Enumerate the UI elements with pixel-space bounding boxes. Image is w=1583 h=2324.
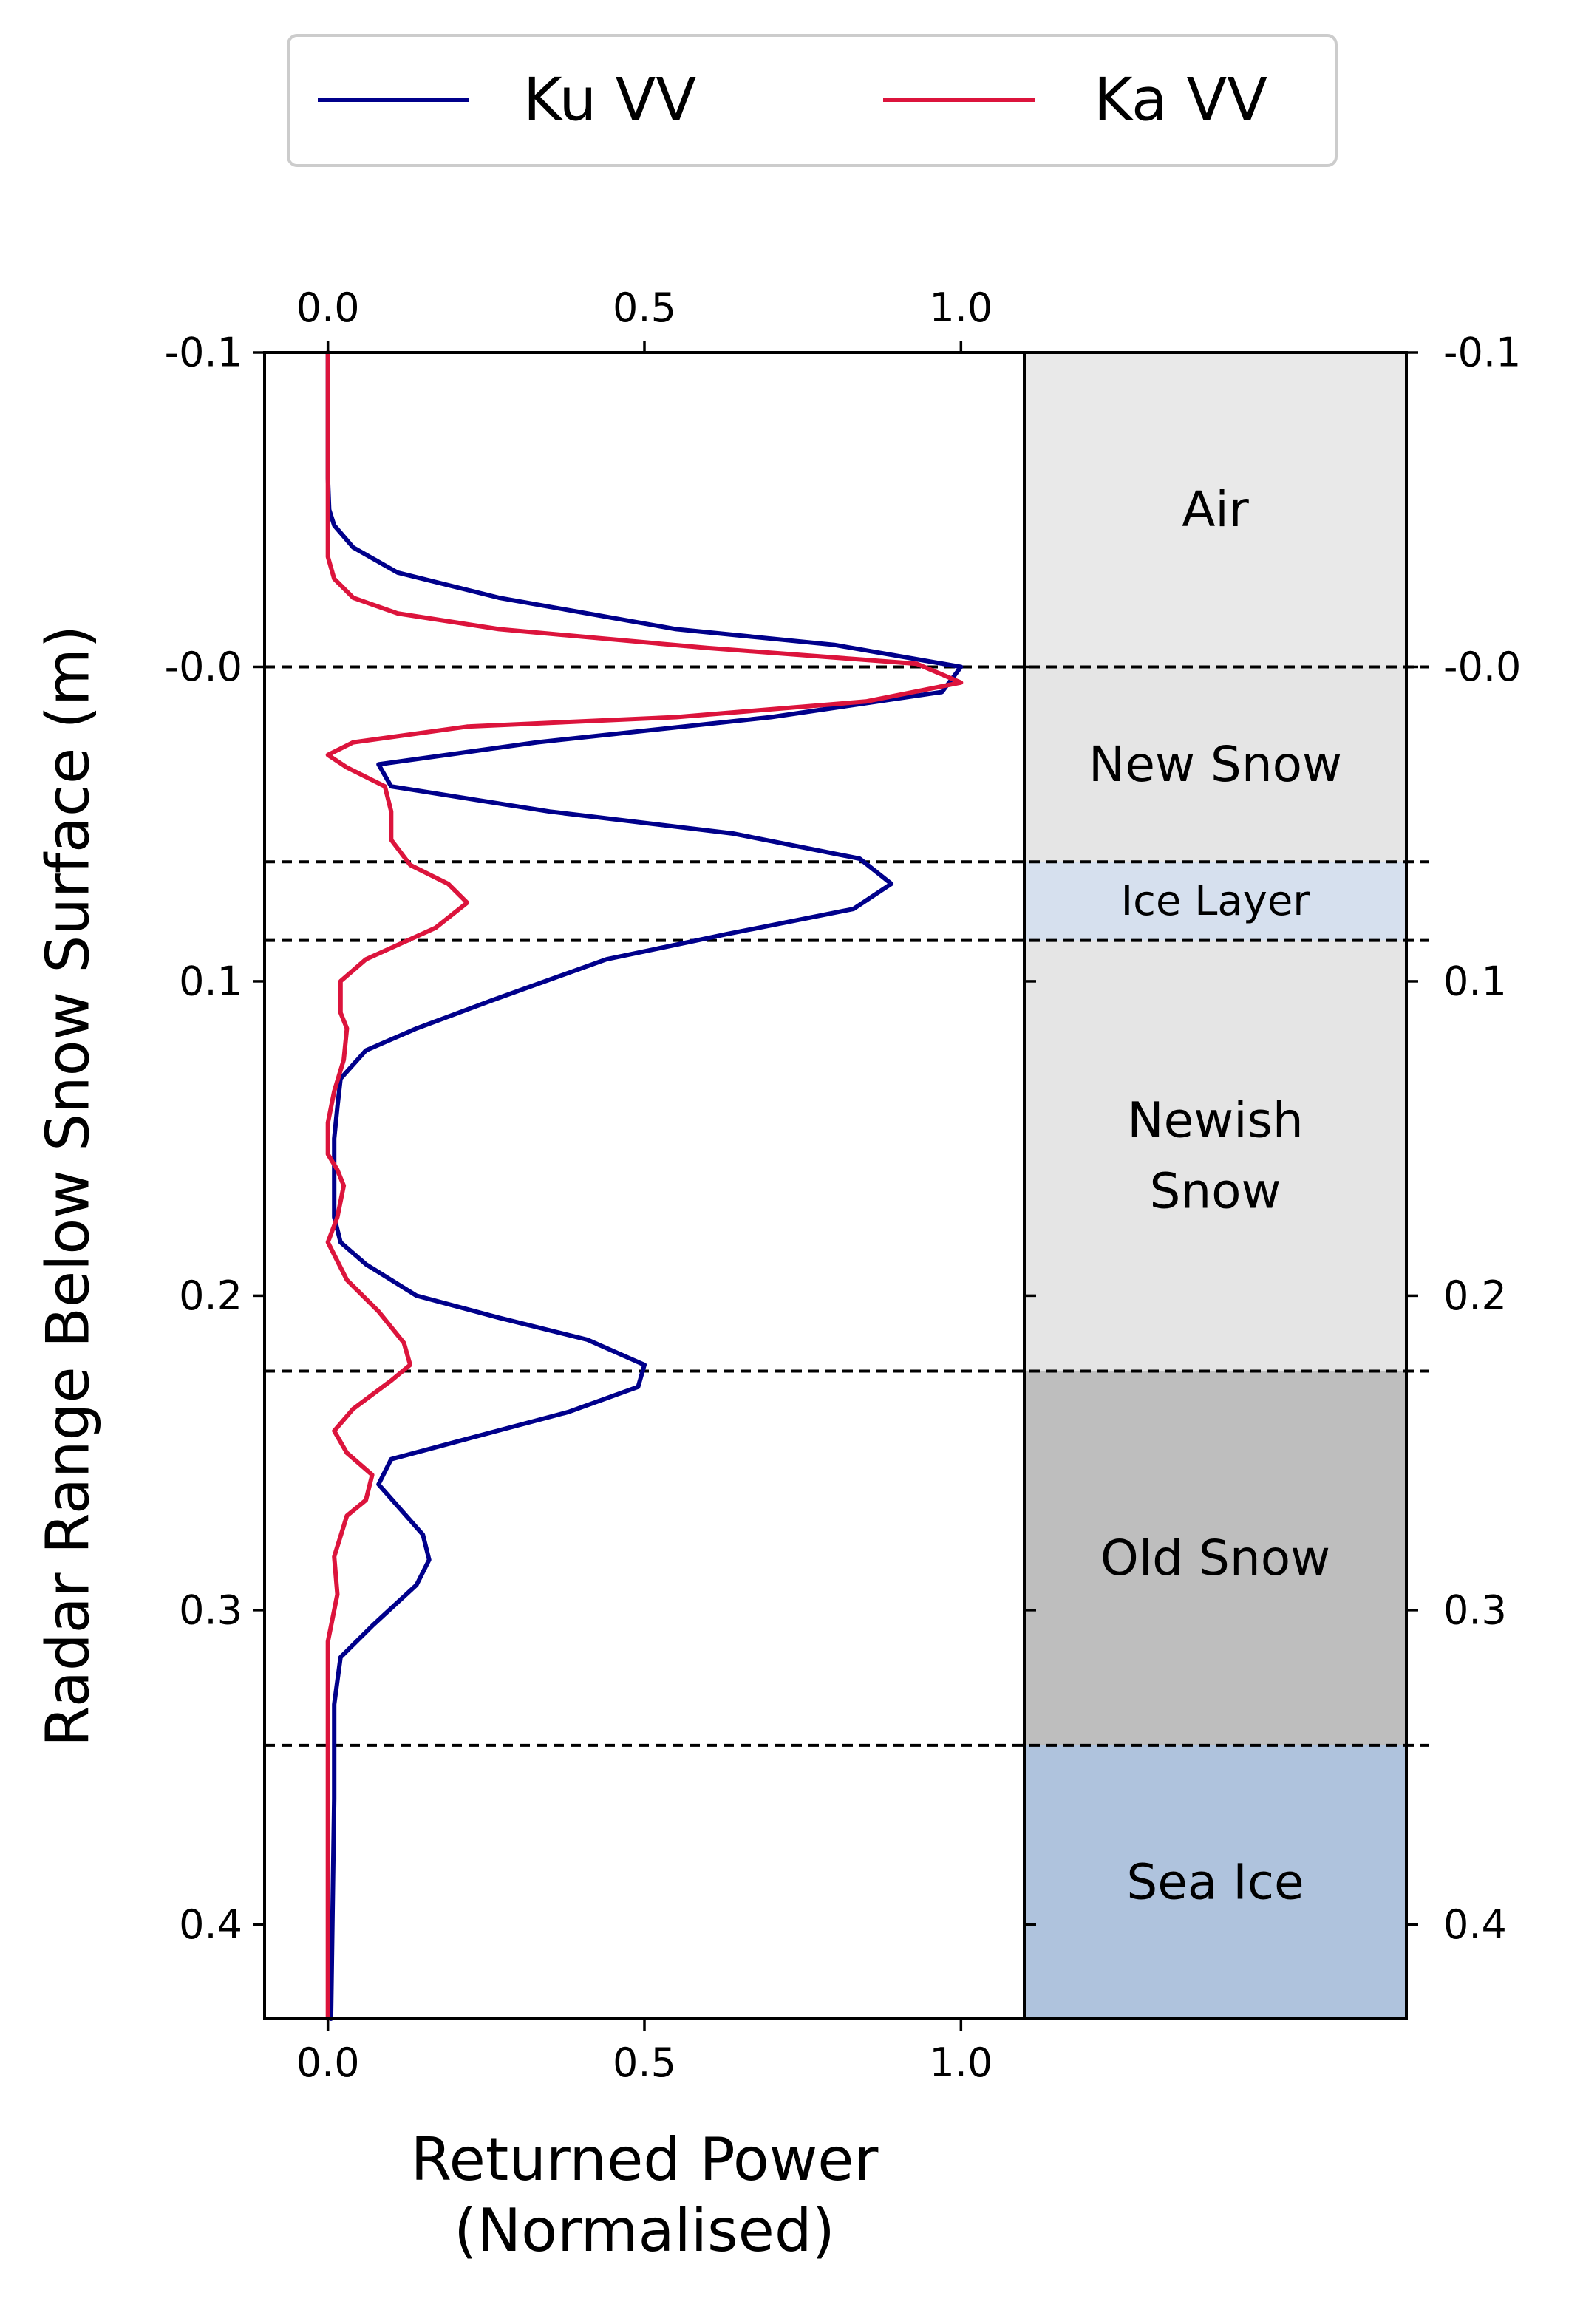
layer-label-air: Air [1182, 481, 1249, 538]
y-tick-label-right: 0.1 [1443, 958, 1507, 1004]
axis-ticks: 0.0 0.0 0.5 0.5 1.0 1.0 -0.1 -0.1 -0.0 -0.0 0.1 0.1… [165, 284, 1522, 2086]
y-tick-label-left: -0.1 [165, 330, 242, 376]
x-axis-title: (Normalised) [454, 2196, 835, 2265]
legend-label-ka-vv: Ka VV [1094, 66, 1267, 134]
layer-sea-ice [1024, 1745, 1406, 2019]
x-axis-title: Returned Power [411, 2125, 879, 2194]
axis-titles: Returned Power(Normalised) Radar Range Be… [34, 625, 879, 2265]
y-tick-label-left: -0.0 [165, 644, 242, 690]
layer-label-old-snow: Old Snow [1100, 1530, 1330, 1587]
layer-old-snow [1024, 1371, 1406, 1745]
y-tick-label-left: 0.3 [179, 1587, 242, 1633]
legend-box [287, 34, 1338, 167]
layer-panel-fills [1024, 352, 1406, 2019]
layer-boundary-lines [265, 665, 1429, 1747]
x-tick-label-top: 0.5 [613, 284, 676, 331]
plot-frame [263, 351, 1026, 2020]
layer-label-newish-snow: Snow [1149, 1163, 1281, 1220]
x-tick-label-bottom: 0.0 [296, 2040, 360, 2086]
x-tick-label-top: 0.0 [296, 284, 360, 331]
legend: Ku VV Ka VV [287, 34, 1338, 167]
y-tick-label-left: 0.2 [179, 1272, 242, 1319]
y-tick-label-right: 0.3 [1443, 1587, 1507, 1633]
y-tick-label-right: 0.4 [1443, 1901, 1507, 1948]
x-tick-label-bottom: 1.0 [929, 2040, 993, 2086]
legend-label-ku-vv: Ku VV [523, 66, 696, 134]
layer-label-newish-snow: Newish [1127, 1092, 1304, 1149]
x-tick-label-bottom: 0.5 [613, 2040, 676, 2086]
layer-panel-frame [1023, 351, 1408, 2020]
series-line-ku-vv [325, 350, 964, 2021]
layer-label-sea-ice: Sea Ice [1126, 1853, 1304, 1910]
layer-labels: Air New Snow Ice Layer Newish Snow Old Snow Se… [1089, 481, 1342, 1910]
layer-new-snow [1024, 667, 1406, 862]
layer-ice-layer [1024, 862, 1406, 941]
y-tick-label-right: -0.1 [1443, 330, 1521, 376]
x-tick-label-top: 1.0 [929, 284, 993, 331]
y-tick-label-right: 0.2 [1443, 1272, 1507, 1319]
y-tick-label-left: 0.4 [179, 1901, 242, 1948]
layer-label-ice-layer: Ice Layer [1121, 877, 1311, 925]
series-line-ka-vv [325, 350, 964, 2021]
layer-newish-snow [1024, 940, 1406, 1371]
y-tick-label-left: 0.1 [179, 958, 242, 1004]
y-tick-label-right: -0.0 [1443, 644, 1521, 690]
layer-label-new-snow: New Snow [1089, 736, 1342, 793]
y-axis-title: Radar Range Below Snow Surface (m) [34, 625, 103, 1747]
layer-air [1024, 352, 1406, 667]
series-lines [325, 350, 964, 2021]
